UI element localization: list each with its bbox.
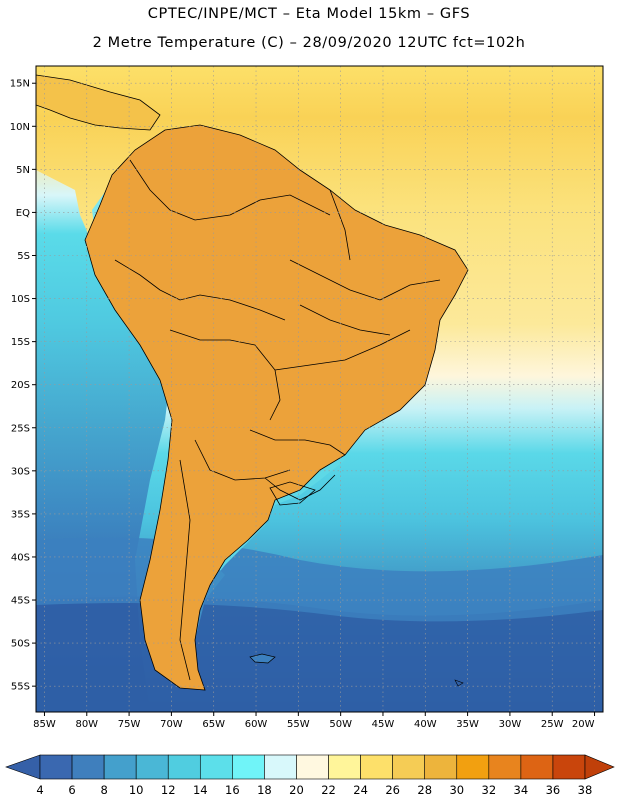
lat-tick-label: 30S (11, 466, 30, 477)
colorbar-tick-label: 24 (353, 783, 368, 797)
colorbar-swatch (71, 754, 105, 780)
lon-tick-label: 45W (372, 719, 395, 730)
lat-tick-label: 55S (11, 682, 30, 693)
colorbar-tick-label: 20 (289, 783, 304, 797)
lon-tick-label: 65W (202, 719, 225, 730)
lon-tick-label: 70W (160, 719, 183, 730)
lon-tick-label: 20W (572, 719, 595, 730)
lat-tick-label: 40S (11, 552, 30, 563)
colorbar-tick-label: 30 (449, 783, 464, 797)
political-borders (36, 74, 469, 691)
colorbar-swatch (296, 754, 329, 780)
lon-tick-label: 80W (75, 719, 98, 730)
map-title-line1: CPTEC/INPE/MCT – Eta Model 15km – GFS (147, 6, 471, 22)
map-title-line2: 2 Metre Temperature (C) – 28/09/2020 12U… (92, 35, 526, 51)
colorbar-swatch (392, 754, 426, 780)
lat-tick-label: EQ (16, 208, 30, 219)
colorbar-tick-label: 14 (193, 783, 208, 797)
colorbar-swatch (360, 754, 393, 780)
colorbar-tick-label: 32 (482, 783, 497, 797)
colorbar-tick-label: 16 (225, 783, 240, 797)
lat-tick-label: 15N (10, 79, 30, 90)
colorbar-tick-label: 10 (129, 783, 144, 797)
map-frame (35, 65, 604, 713)
colorbar-tick-label: 36 (546, 783, 561, 797)
colorbar-tick-label: 8 (100, 783, 107, 797)
colorbar-swatch (552, 754, 586, 780)
lat-tick-label: 45S (11, 596, 30, 607)
lon-tick-label: 35W (456, 719, 479, 730)
lat-tick-label: 25S (11, 423, 30, 434)
longitude-axis: 85W 80W 75W 70W 65W 60W 55W 50W 45W 40W 35W 30W 25W 2… (33, 712, 596, 730)
colorbar-swatch (167, 754, 201, 780)
colorbar-tick-label: 18 (257, 783, 272, 797)
lon-tick-label: 75W (118, 719, 141, 730)
colorbar-swatch (199, 754, 233, 780)
colorbar-swatch (232, 754, 265, 780)
colorbar-swatch (424, 754, 458, 780)
colorbar-tick-label: 4 (36, 783, 43, 797)
colorbar-over-triangle (584, 754, 615, 780)
lat-tick-label: 50S (11, 639, 30, 650)
lat-tick-label: 5S (17, 251, 30, 262)
colorbar-tick-label: 26 (385, 783, 400, 797)
colorbar-tick-label: 38 (578, 783, 593, 797)
lat-tick-label: 35S (11, 509, 30, 520)
colorbar-swatch (264, 754, 297, 780)
lon-tick-label: 25W (541, 719, 564, 730)
colorbar-tick-label: 6 (68, 783, 75, 797)
colorbar-under-triangle (5, 754, 41, 780)
colorbar-swatch (456, 754, 490, 780)
lon-tick-label: 55W (287, 719, 310, 730)
colorbar-swatch (135, 754, 169, 780)
lon-tick-label: 60W (245, 719, 268, 730)
lat-tick-label: 10N (10, 122, 30, 133)
colorbar-tick-label: 12 (161, 783, 176, 797)
south-georgia (454, 679, 464, 687)
colorbar-swatch (39, 754, 73, 780)
colorbar-swatch (488, 754, 522, 780)
colorbar-swatch (103, 754, 137, 780)
colorbar-tick-label: 28 (417, 783, 432, 797)
colorbar-tick-label: 22 (321, 783, 336, 797)
latitude-axis: 15N 10N 5N EQ 5S 10S 15S 20S 25S 30S 35S 40S 45S 50S 5… (10, 79, 36, 693)
colorbar: 4 6 8 10 12 14 16 18 20 22 24 26 28 30 32 34 36 38 (5, 754, 615, 797)
lat-tick-label: 5N (16, 165, 30, 176)
colorbar-tick-label: 34 (514, 783, 529, 797)
graticule (36, 66, 603, 712)
lon-tick-label: 50W (329, 719, 352, 730)
colorbar-swatch (328, 754, 361, 780)
lon-tick-label: 30W (499, 719, 522, 730)
lon-tick-label: 40W (414, 719, 437, 730)
lat-tick-label: 15S (11, 337, 30, 348)
lon-tick-label: 85W (33, 719, 56, 730)
colorbar-swatch (520, 754, 554, 780)
lat-tick-label: 10S (11, 294, 30, 305)
lat-tick-label: 20S (11, 380, 30, 391)
map-fields (36, 66, 603, 712)
